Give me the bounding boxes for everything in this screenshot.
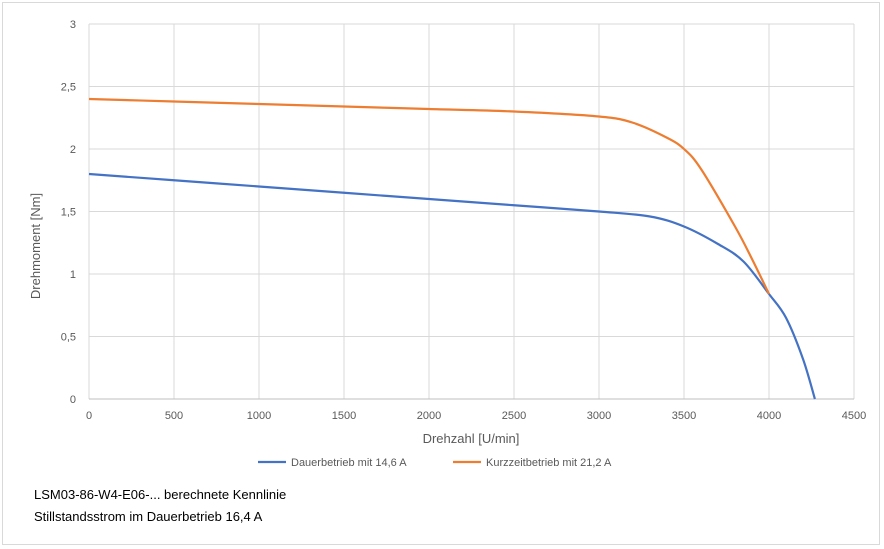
- x-axis-title: Drehzahl [U/min]: [423, 431, 520, 446]
- x-tick-label: 2500: [502, 410, 526, 422]
- y-tick-label: 2,5: [61, 82, 76, 94]
- caption-line-2: Stillstandsstrom im Dauerbetrieb 16,4 A: [34, 509, 263, 524]
- caption-line-1: LSM03-86-W4-E06-... berechnete Kennlinie: [34, 487, 287, 502]
- y-tick-label: 1,5: [61, 207, 76, 219]
- series-line-1: [88, 172, 816, 400]
- series-lines: [88, 97, 816, 400]
- y-tick-label: 0,5: [61, 332, 76, 344]
- legend-label-1: Dauerbetrieb mit 14,6 A: [291, 457, 407, 469]
- y-axis-title: Drehmoment [Nm]: [28, 193, 43, 299]
- y-tick-label: 2: [70, 144, 76, 156]
- series-line-2: [88, 97, 770, 295]
- y-tick-label: 0: [70, 394, 76, 406]
- grid-lines: [88, 23, 855, 400]
- legend: Dauerbetrieb mit 14,6 A Kurzzeitbetrieb m…: [258, 457, 612, 469]
- x-tick-label: 4000: [757, 410, 781, 422]
- x-tick-label: 500: [165, 410, 183, 422]
- y-tick-label: 1: [70, 269, 76, 281]
- x-tick-label: 2000: [417, 410, 441, 422]
- x-tick-label: 0: [86, 410, 92, 422]
- x-tick-label: 3500: [672, 410, 696, 422]
- x-tick-label: 1500: [332, 410, 356, 422]
- y-tick-label: 3: [70, 19, 76, 31]
- x-tick-label: 4500: [842, 410, 866, 422]
- y-tick-labels: 0 0,5 1 1,5 2 2,5 3: [61, 19, 76, 406]
- x-tick-labels: 0 500 1000 1500 2000 2500 3000 3500 4000 4500: [86, 410, 866, 422]
- x-tick-label: 3000: [587, 410, 611, 422]
- x-tick-label: 1000: [247, 410, 271, 422]
- legend-label-2: Kurzzeitbetrieb mit 21,2 A: [486, 457, 612, 469]
